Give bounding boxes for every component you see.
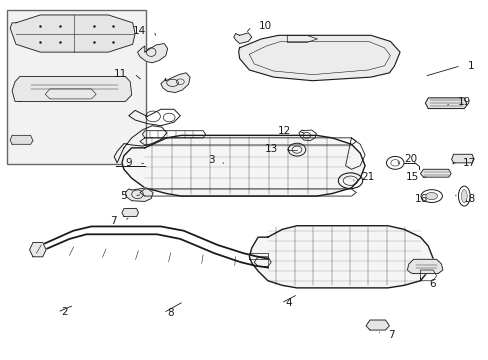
Polygon shape	[238, 35, 399, 81]
Text: 7: 7	[387, 330, 394, 341]
Text: 15: 15	[405, 172, 418, 182]
Polygon shape	[122, 135, 365, 196]
Polygon shape	[122, 208, 138, 216]
Ellipse shape	[425, 193, 437, 200]
Text: 1: 1	[467, 61, 474, 71]
Polygon shape	[125, 188, 153, 202]
Text: 13: 13	[264, 144, 277, 154]
Polygon shape	[161, 73, 190, 93]
Polygon shape	[30, 243, 46, 257]
Ellipse shape	[460, 190, 466, 203]
Bar	[7, 10, 145, 164]
Text: 12: 12	[277, 126, 290, 136]
Polygon shape	[420, 169, 450, 177]
Text: 9: 9	[125, 158, 131, 168]
Polygon shape	[137, 44, 167, 63]
Polygon shape	[12, 76, 131, 102]
Text: 7: 7	[110, 216, 117, 226]
Text: 8: 8	[167, 308, 174, 318]
Text: 3: 3	[207, 156, 214, 165]
Text: 5: 5	[120, 191, 126, 201]
Text: 20: 20	[403, 154, 416, 164]
Text: 21: 21	[361, 172, 374, 182]
Polygon shape	[451, 154, 473, 163]
Polygon shape	[10, 135, 33, 144]
Text: 2: 2	[61, 307, 68, 317]
Text: 17: 17	[461, 158, 475, 168]
Text: 14: 14	[133, 26, 146, 36]
Text: 19: 19	[457, 97, 470, 107]
Polygon shape	[10, 15, 135, 52]
Polygon shape	[407, 259, 442, 274]
Text: 16: 16	[414, 194, 427, 203]
Text: 10: 10	[259, 21, 272, 31]
Polygon shape	[425, 98, 466, 109]
Polygon shape	[233, 33, 251, 44]
Text: 6: 6	[428, 279, 435, 289]
Text: 11: 11	[113, 68, 126, 78]
Polygon shape	[249, 226, 432, 288]
Text: 4: 4	[285, 298, 291, 308]
Text: 18: 18	[461, 194, 475, 203]
Polygon shape	[366, 320, 388, 330]
